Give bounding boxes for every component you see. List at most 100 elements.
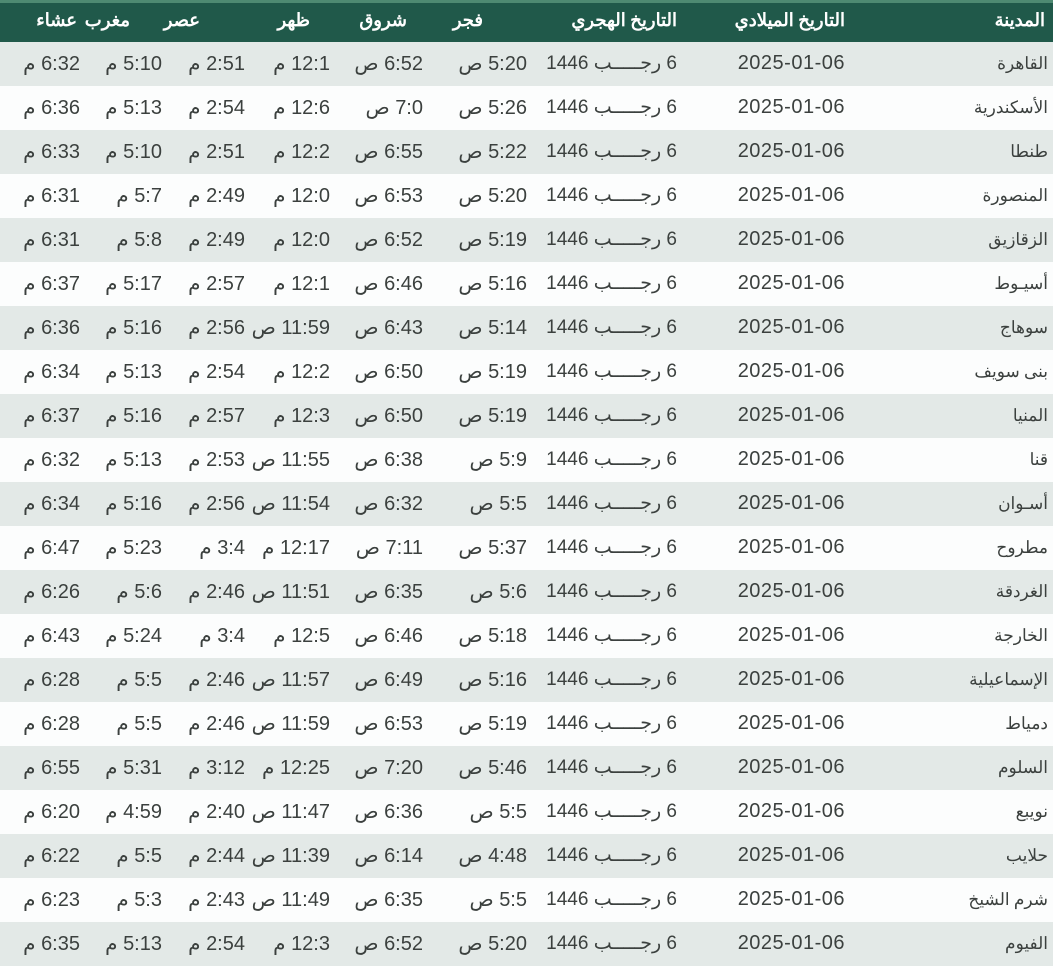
cell-hijri: 6 رجـــــب 1446: [535, 217, 685, 262]
cell-city: شرم الشيخ: [853, 877, 1053, 922]
cell-dhuhr: 11:51 ص: [252, 569, 338, 614]
cell-asr: 2:49 م: [170, 217, 253, 262]
cell-maghrib: 5:5 م: [88, 833, 170, 878]
cell-asr: 2:54 م: [170, 921, 253, 966]
table-row: سوهاج 2025-01-06 6 رجـــــب 1446 5:14 ص 6:43…: [0, 305, 1053, 350]
cell-maghrib: 5:13 م: [88, 437, 170, 482]
cell-sunrise: 6:36 ص: [338, 789, 431, 834]
cell-maghrib: 5:16 م: [88, 305, 170, 350]
cell-hijri: 6 رجـــــب 1446: [535, 613, 685, 658]
column-header-gregorian-date: التاريخ الميلادي: [685, 0, 853, 42]
cell-fajr: 5:20 ص: [431, 173, 535, 218]
cell-isha: 6:31 م: [0, 217, 88, 262]
cell-gregorian: 2025-01-06: [685, 85, 853, 130]
cell-asr: 2:57 م: [170, 393, 253, 438]
cell-asr: 2:57 م: [170, 261, 253, 306]
cell-hijri: 6 رجـــــب 1446: [535, 41, 685, 86]
cell-sunrise: 6:53 ص: [338, 173, 431, 218]
cell-hijri: 6 رجـــــب 1446: [535, 569, 685, 614]
cell-asr: 2:40 م: [170, 789, 253, 834]
cell-isha: 6:33 م: [0, 129, 88, 174]
cell-hijri: 6 رجـــــب 1446: [535, 789, 685, 834]
cell-fajr: 5:18 ص: [431, 613, 535, 658]
cell-hijri: 6 رجـــــب 1446: [535, 305, 685, 350]
table-row: المنيا 2025-01-06 6 رجـــــب 1446 5:19 ص 6:5…: [0, 393, 1053, 438]
cell-maghrib: 5:3 م: [88, 877, 170, 922]
cell-city: بنى سويف: [853, 349, 1053, 394]
cell-city: أسيـوط: [853, 261, 1053, 306]
cell-sunrise: 6:46 ص: [338, 613, 431, 658]
cell-sunrise: 6:35 ص: [338, 569, 431, 614]
column-header-city: المدينة: [853, 0, 1053, 42]
cell-dhuhr: 11:47 ص: [252, 789, 338, 834]
cell-asr: 2:53 م: [170, 437, 253, 482]
cell-fajr: 5:37 ص: [431, 525, 535, 570]
cell-sunrise: 6:52 ص: [338, 217, 431, 262]
cell-city: طنطا: [853, 129, 1053, 174]
cell-asr: 2:56 م: [170, 305, 253, 350]
cell-dhuhr: 11:59 ص: [252, 305, 338, 350]
cell-city: مطروح: [853, 525, 1053, 570]
table-header-row: المدينة التاريخ الميلادي التاريخ الهجري …: [0, 0, 1053, 42]
cell-maghrib: 5:16 م: [88, 481, 170, 526]
cell-gregorian: 2025-01-06: [685, 41, 853, 86]
cell-asr: 2:44 م: [170, 833, 253, 878]
cell-city: قنا: [853, 437, 1053, 482]
cell-sunrise: 6:14 ص: [338, 833, 431, 878]
cell-fajr: 5:9 ص: [431, 437, 535, 482]
cell-isha: 6:55 م: [0, 745, 88, 790]
column-header-isha: عشاء: [0, 0, 88, 42]
table-row: نويبع 2025-01-06 6 رجـــــب 1446 5:5 ص 6:36 …: [0, 789, 1053, 834]
table-row: مطروح 2025-01-06 6 رجـــــب 1446 5:37 ص 7:11…: [0, 525, 1053, 570]
cell-gregorian: 2025-01-06: [685, 217, 853, 262]
cell-dhuhr: 12:5 م: [253, 613, 338, 658]
cell-gregorian: 2025-01-06: [685, 481, 853, 526]
cell-hijri: 6 رجـــــب 1446: [535, 261, 685, 306]
cell-gregorian: 2025-01-06: [685, 745, 853, 790]
cell-dhuhr: 12:0 م: [253, 217, 338, 262]
cell-fajr: 5:5 ص: [431, 789, 535, 834]
cell-dhuhr: 11:59 ص: [252, 701, 338, 746]
table-row: أسـوان 2025-01-06 6 رجـــــب 1446 5:5 ص 6:32…: [0, 481, 1053, 526]
cell-asr: 3:4 م: [170, 613, 253, 658]
cell-gregorian: 2025-01-06: [685, 437, 853, 482]
cell-hijri: 6 رجـــــب 1446: [535, 745, 685, 790]
cell-asr: 2:46 م: [170, 569, 253, 614]
cell-hijri: 6 رجـــــب 1446: [535, 393, 685, 438]
cell-sunrise: 7:20 ص: [338, 745, 431, 790]
cell-isha: 6:34 م: [0, 349, 88, 394]
cell-isha: 6:26 م: [0, 569, 88, 614]
cell-dhuhr: 11:49 ص: [252, 877, 338, 922]
cell-asr: 2:51 م: [170, 41, 253, 86]
column-header-fajr: فجر: [431, 0, 535, 42]
cell-asr: 2:46 م: [170, 701, 253, 746]
cell-isha: 6:23 م: [0, 877, 88, 922]
cell-gregorian: 2025-01-06: [685, 921, 853, 966]
cell-sunrise: 6:50 ص: [338, 393, 431, 438]
cell-gregorian: 2025-01-06: [685, 877, 853, 922]
cell-gregorian: 2025-01-06: [685, 305, 853, 350]
cell-city: حلايب: [853, 833, 1053, 878]
cell-sunrise: 6:38 ص: [338, 437, 431, 482]
cell-dhuhr: 12:0 م: [253, 173, 338, 218]
column-header-sunrise: شروق: [338, 0, 431, 42]
cell-isha: 6:37 م: [0, 393, 88, 438]
cell-city: الإسماعيلية: [853, 657, 1053, 702]
cell-maghrib: 5:10 م: [88, 129, 170, 174]
table-row: السلوم 2025-01-06 6 رجـــــب 1446 5:46 ص 7:2…: [0, 745, 1053, 790]
table-row: طنطا 2025-01-06 6 رجـــــب 1446 5:22 ص 6:55 …: [0, 129, 1053, 174]
cell-maghrib: 4:59 م: [88, 789, 170, 834]
cell-gregorian: 2025-01-06: [685, 261, 853, 306]
cell-city: دمياط: [853, 701, 1053, 746]
cell-sunrise: 6:55 ص: [338, 129, 431, 174]
cell-isha: 6:28 م: [0, 701, 88, 746]
cell-maghrib: 5:10 م: [88, 41, 170, 86]
cell-asr: 3:4 م: [170, 525, 253, 570]
table-row: الخارجة 2025-01-06 6 رجـــــب 1446 5:18 ص 6:…: [0, 613, 1053, 658]
cell-hijri: 6 رجـــــب 1446: [535, 657, 685, 702]
cell-isha: 6:47 م: [0, 525, 88, 570]
